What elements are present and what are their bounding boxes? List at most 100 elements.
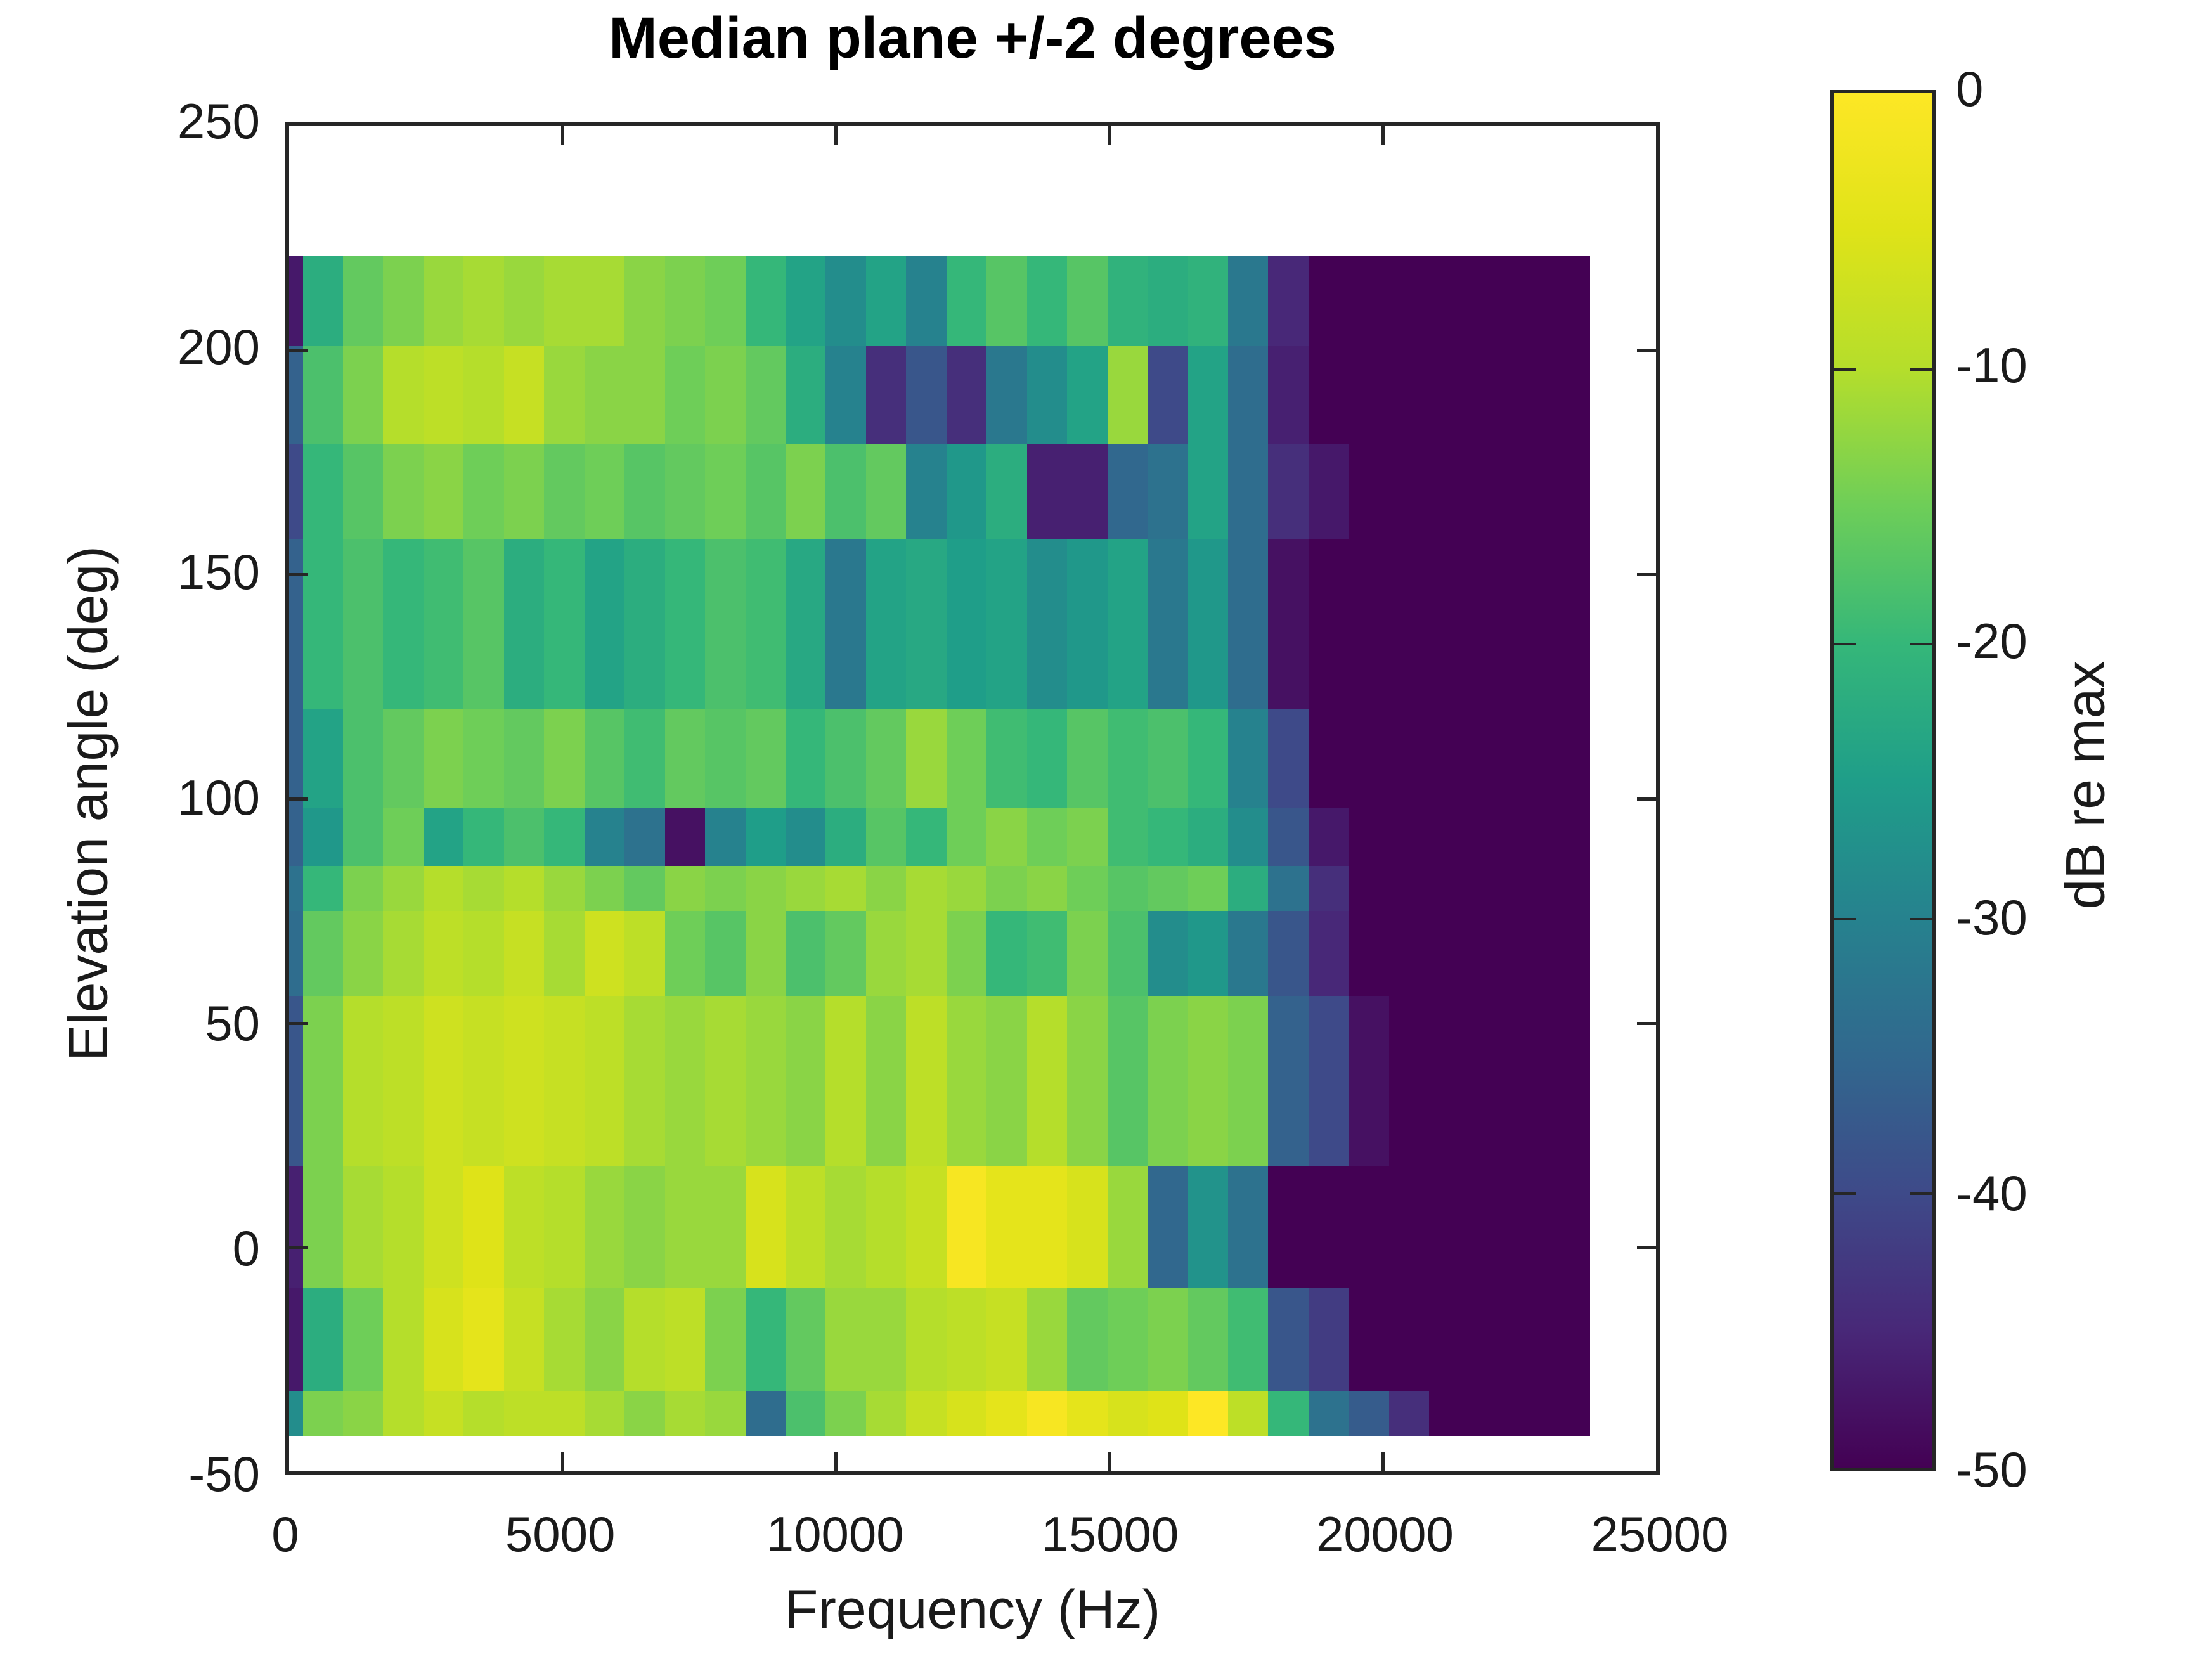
heatmap-cell bbox=[1308, 538, 1349, 710]
heatmap-row bbox=[289, 866, 1656, 912]
heatmap-cell bbox=[544, 1287, 585, 1391]
heatmap-cell bbox=[825, 538, 866, 710]
heatmap-cell bbox=[1187, 1390, 1228, 1436]
heatmap-cell bbox=[906, 866, 947, 912]
heatmap-cell bbox=[1107, 1287, 1148, 1391]
heatmap-cell bbox=[503, 1287, 545, 1391]
heatmap-cell bbox=[946, 996, 987, 1167]
heatmap bbox=[289, 126, 1656, 1471]
y-tick-label: -50 bbox=[188, 1446, 260, 1502]
heatmap-cell bbox=[302, 444, 343, 539]
heatmap-cell bbox=[423, 538, 464, 710]
heatmap-cell bbox=[544, 910, 585, 997]
heatmap-cell bbox=[1549, 538, 1591, 710]
heatmap-cell bbox=[343, 808, 384, 867]
heatmap-cell bbox=[1148, 996, 1188, 1167]
colorbar-tick-mark bbox=[1834, 917, 1856, 920]
heatmap-cell bbox=[1349, 996, 1389, 1167]
heatmap-cell bbox=[1107, 1166, 1148, 1288]
heatmap-cell bbox=[423, 444, 464, 539]
y-tick-label: 50 bbox=[205, 995, 260, 1051]
heatmap-cell bbox=[1107, 996, 1148, 1167]
heatmap-cell bbox=[302, 910, 343, 997]
heatmap-cell bbox=[463, 444, 504, 539]
x-tick-mark-top bbox=[1381, 126, 1385, 145]
heatmap-cell bbox=[664, 1390, 706, 1436]
heatmap-cell bbox=[1549, 345, 1591, 445]
heatmap-cell bbox=[745, 996, 786, 1167]
heatmap-cell bbox=[1510, 345, 1550, 445]
heatmap-cell bbox=[1187, 345, 1228, 445]
heatmap-cell bbox=[1429, 256, 1470, 347]
y-tick-label: 200 bbox=[177, 318, 260, 375]
heatmap-cell bbox=[343, 996, 384, 1167]
heatmap-cell bbox=[1187, 1166, 1228, 1288]
heatmap-cell bbox=[544, 1166, 585, 1288]
heatmap-cell bbox=[865, 808, 907, 867]
heatmap-cell bbox=[624, 709, 665, 808]
heatmap-cell bbox=[745, 910, 786, 997]
heatmap-cell bbox=[664, 345, 706, 445]
heatmap-cell bbox=[463, 910, 504, 997]
heatmap-cell bbox=[1510, 444, 1550, 539]
heatmap-cell bbox=[1187, 1287, 1228, 1391]
heatmap-cell bbox=[1268, 444, 1309, 539]
heatmap-cell bbox=[423, 910, 464, 997]
heatmap-cell bbox=[1268, 256, 1309, 347]
y-tick-label: 100 bbox=[177, 770, 260, 825]
heatmap-cell bbox=[423, 1166, 464, 1288]
heatmap-cell bbox=[664, 444, 706, 539]
heatmap-cell bbox=[1469, 345, 1510, 445]
heatmap-cell bbox=[1388, 808, 1430, 867]
colorbar-tick-label: -40 bbox=[1956, 1165, 2028, 1222]
heatmap-cell bbox=[1349, 910, 1389, 997]
heatmap-cell bbox=[423, 808, 464, 867]
heatmap-cell bbox=[624, 256, 665, 347]
heatmap-cell bbox=[1549, 1287, 1591, 1391]
heatmap-cell bbox=[624, 808, 665, 867]
heatmap-cell bbox=[302, 1166, 343, 1288]
heatmap-cell bbox=[302, 709, 343, 808]
heatmap-cell bbox=[946, 1287, 987, 1391]
heatmap-cell bbox=[302, 808, 343, 867]
heatmap-cell bbox=[865, 1390, 907, 1436]
heatmap-cell bbox=[664, 1287, 706, 1391]
heatmap-cell bbox=[664, 538, 706, 710]
heatmap-cell bbox=[544, 808, 585, 867]
heatmap-cell bbox=[1067, 709, 1108, 808]
heatmap-cell bbox=[705, 808, 746, 867]
heatmap-cell bbox=[1187, 910, 1228, 997]
heatmap-cell bbox=[503, 866, 545, 912]
heatmap-cell bbox=[865, 444, 907, 539]
heatmap-cell bbox=[906, 709, 947, 808]
heatmap-cell bbox=[584, 444, 625, 539]
heatmap-cell bbox=[664, 808, 706, 867]
x-tick-label: 0 bbox=[271, 1506, 299, 1562]
heatmap-cell bbox=[705, 444, 746, 539]
heatmap-cell bbox=[463, 866, 504, 912]
heatmap-cell bbox=[825, 1287, 866, 1391]
x-tick-mark-top bbox=[561, 126, 565, 145]
heatmap-cell bbox=[1349, 866, 1389, 912]
heatmap-cell bbox=[1388, 444, 1430, 539]
heatmap-cell bbox=[825, 345, 866, 445]
x-tick-label: 15000 bbox=[1041, 1506, 1179, 1562]
heatmap-cell bbox=[1107, 345, 1148, 445]
heatmap-cell bbox=[343, 538, 384, 710]
heatmap-cell bbox=[825, 808, 866, 867]
heatmap-row bbox=[289, 538, 1656, 710]
heatmap-cell bbox=[544, 538, 585, 710]
heatmap-cell bbox=[785, 444, 826, 539]
heatmap-cell bbox=[1510, 1287, 1550, 1391]
heatmap-edge-cell bbox=[289, 910, 303, 997]
heatmap-cell bbox=[1268, 996, 1309, 1167]
heatmap-row bbox=[289, 345, 1656, 445]
heatmap-edge-cell bbox=[289, 538, 303, 710]
heatmap-cell bbox=[503, 910, 545, 997]
heatmap-cell bbox=[1067, 256, 1108, 347]
colorbar-tick-mark bbox=[1910, 917, 1932, 920]
heatmap-cell bbox=[986, 1390, 1027, 1436]
colorbar-tick-mark bbox=[1834, 1192, 1856, 1196]
heatmap-cell bbox=[463, 1166, 504, 1288]
heatmap-cell bbox=[1429, 1166, 1470, 1288]
